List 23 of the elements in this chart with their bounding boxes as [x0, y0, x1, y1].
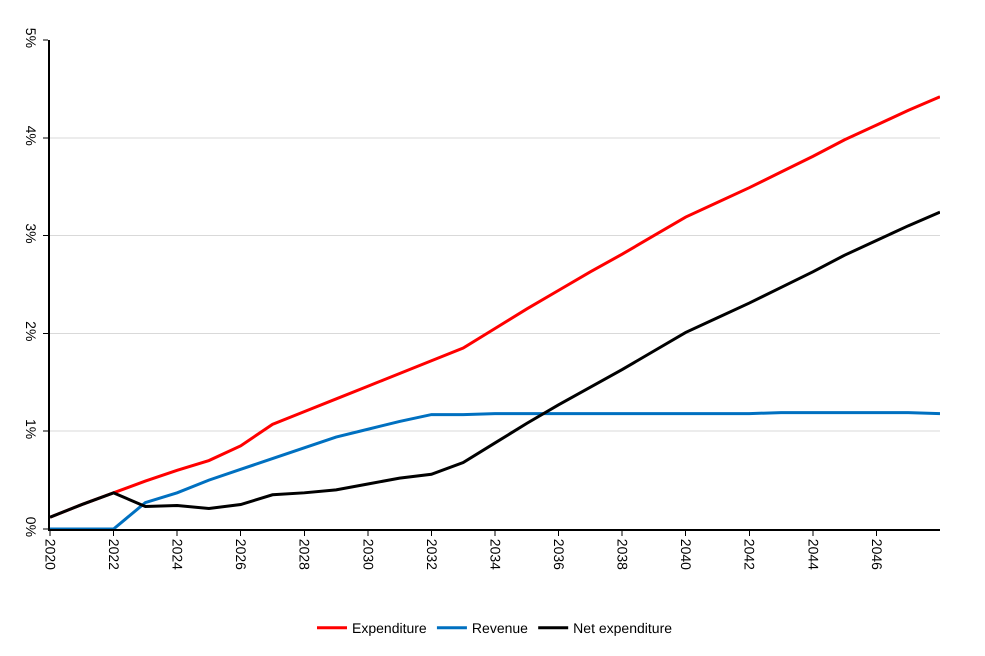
x-tick-label: 2038: [614, 538, 631, 570]
x-tick-label: 2026: [233, 538, 250, 570]
x-tick-label: 2030: [360, 538, 376, 570]
y-tick-label: 4%: [23, 126, 40, 146]
x-tick-label: 2044: [805, 538, 822, 570]
y-tick-label: 1%: [23, 418, 40, 440]
legend-label: Net expenditure: [573, 620, 672, 636]
x-tick-label: 2036: [551, 538, 568, 570]
x-tick-label: 2034: [487, 538, 504, 570]
x-tick-label: 2020: [42, 538, 58, 570]
legend-label: Revenue: [472, 620, 528, 636]
y-tick-label: 0%: [23, 516, 40, 538]
x-tick-label: 2040: [678, 538, 694, 570]
x-tick-label: 2022: [106, 538, 122, 570]
y-tick-label: 2%: [23, 321, 40, 342]
y-tick-label: 3%: [23, 223, 40, 244]
x-tick-label: 2046: [868, 538, 885, 570]
x-tick-label: 2032: [424, 538, 440, 570]
x-tick-label: 2024: [170, 538, 186, 570]
y-tick-label: 5%: [23, 28, 40, 48]
x-tick-label: 2028: [296, 538, 313, 570]
legend-label: Expenditure: [352, 620, 427, 636]
x-tick-label: 2042: [742, 538, 758, 570]
